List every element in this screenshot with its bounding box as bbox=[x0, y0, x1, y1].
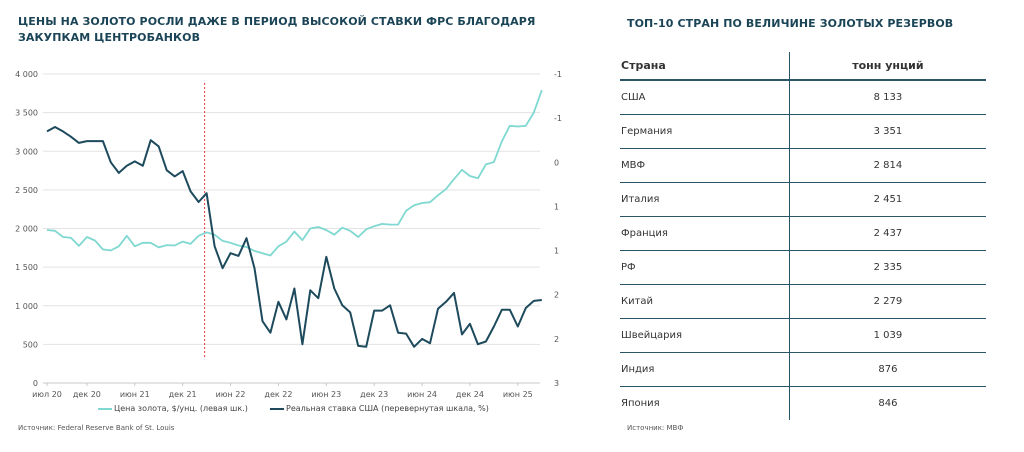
y-left-tick-label: 500 bbox=[23, 340, 38, 349]
y-right-tick-label: -1 bbox=[554, 114, 562, 123]
y-right-tick-label: 1 bbox=[554, 247, 559, 256]
country-cell: Италия bbox=[620, 182, 790, 217]
x-tick-label: июл 20 bbox=[32, 390, 62, 399]
table-row: Франция 2 437 bbox=[620, 216, 986, 251]
x-tick-label: дек 23 bbox=[360, 390, 388, 399]
real-rate-line bbox=[46, 126, 542, 348]
gold-price-line bbox=[46, 89, 543, 257]
tonnes-cell: 2 451 bbox=[788, 182, 986, 217]
tonnes-cell: 2 437 bbox=[788, 216, 986, 251]
y-left-tick-label: 4 000 bbox=[15, 70, 38, 79]
table-row: Италия 2 451 bbox=[620, 182, 986, 217]
table-row: Япония 846 bbox=[620, 386, 986, 420]
x-tick-label: июн 21 bbox=[120, 390, 150, 399]
tonnes-cell: 846 bbox=[788, 386, 986, 420]
x-tick-label: июн 25 bbox=[503, 390, 533, 399]
table-header-row: Страна тонн унций bbox=[620, 52, 986, 81]
reserves-table: Страна тонн унций США 8 133 Германия 3 351 М… bbox=[620, 52, 986, 420]
x-tick-label: дек 22 bbox=[264, 390, 292, 399]
tonnes-cell: 8 133 bbox=[788, 80, 986, 115]
table-row: МВФ 2 814 bbox=[620, 148, 986, 183]
table-row: Китай 2 279 bbox=[620, 284, 986, 319]
x-tick-label: дек 20 bbox=[73, 390, 101, 399]
y-left-tick-label: 1 500 bbox=[15, 263, 38, 272]
y-left-tick-label: 0 bbox=[33, 379, 38, 388]
country-cell: Швейцария bbox=[620, 318, 790, 353]
y-right-tick-label: -1 bbox=[554, 70, 562, 79]
y-left-tick-label: 1 000 bbox=[15, 302, 38, 311]
y-left-tick-label: 3 000 bbox=[15, 147, 38, 156]
table-row: Германия 3 351 bbox=[620, 114, 986, 149]
y-left-tick-label: 2 000 bbox=[15, 225, 38, 234]
y-right-tick-label: 1 bbox=[554, 202, 559, 211]
tonnes-cell: 1 039 bbox=[788, 318, 986, 353]
country-cell: Япония bbox=[621, 398, 660, 409]
country-cell: МВФ bbox=[620, 148, 790, 183]
tonnes-cell: 876 bbox=[788, 352, 986, 387]
y-left-tick-label: 3 500 bbox=[15, 109, 38, 118]
chart-title: ЦЕНЫ НА ЗОЛОТО РОСЛИ ДАЖЕ В ПЕРИОД ВЫСОК… bbox=[18, 15, 536, 44]
legend-label-rate: Реальная ставка США (перевернутая шкала,… bbox=[286, 404, 489, 413]
header-country: Страна bbox=[620, 52, 790, 81]
legend-item-gold: Цена золота, $/унц. (левая шк.) bbox=[98, 404, 248, 413]
table-row: РФ 2 335 bbox=[620, 250, 986, 285]
country-cell: США bbox=[620, 80, 790, 115]
table-row: Швейцария 1 039 bbox=[620, 318, 986, 353]
legend-label-gold: Цена золота, $/унц. (левая шк.) bbox=[114, 404, 248, 413]
table-title: ТОП-10 СТРАН ПО ВЕЛИЧИНЕ ЗОЛОТЫХ РЕЗЕРВО… bbox=[627, 17, 954, 30]
gold-rate-chart: 0 500 1 000 1 500 2 000 2 500 3 000 3 500 4 000 -… bbox=[15, 70, 562, 399]
x-tick-label: июн 24 bbox=[407, 390, 437, 399]
country-cell: РФ bbox=[620, 250, 790, 285]
x-tick-label: июн 22 bbox=[216, 390, 246, 399]
country-cell: Франция bbox=[620, 216, 790, 251]
country-cell: Индия bbox=[620, 352, 790, 387]
table-row: Индия 876 bbox=[620, 352, 986, 387]
legend-swatch-rate bbox=[270, 407, 284, 410]
y-right-tick-label: 3 bbox=[554, 379, 559, 388]
tonnes-cell: 2 335 bbox=[788, 250, 986, 285]
x-tick-label: дек 24 bbox=[456, 390, 484, 399]
header-tonnes: тонн унций bbox=[788, 52, 986, 81]
table-row: США 8 133 bbox=[620, 80, 986, 115]
y-right-tick-label: 0 bbox=[554, 158, 559, 167]
tonnes-cell: 2 279 bbox=[788, 284, 986, 319]
y-right-tick-label: 2 bbox=[554, 291, 559, 300]
y-left-tick-label: 2 500 bbox=[15, 186, 38, 195]
x-tick-label: дек 21 bbox=[169, 390, 197, 399]
country-cell: Германия bbox=[620, 114, 790, 149]
tonnes-cell: 2 814 bbox=[788, 148, 986, 183]
legend-swatch-gold bbox=[98, 407, 112, 410]
tonnes-cell: 3 351 bbox=[788, 114, 986, 149]
legend-item-rate: Реальная ставка США (перевернутая шкала,… bbox=[270, 404, 489, 413]
y-right-tick-label: 2 bbox=[554, 335, 559, 344]
x-tick-label: июн 23 bbox=[311, 390, 341, 399]
table-source: Источник: МВФ bbox=[627, 424, 684, 432]
chart-source: Источник: Federal Reserve Bank of St. Lo… bbox=[18, 424, 175, 432]
country-cell: Китай bbox=[620, 284, 790, 319]
